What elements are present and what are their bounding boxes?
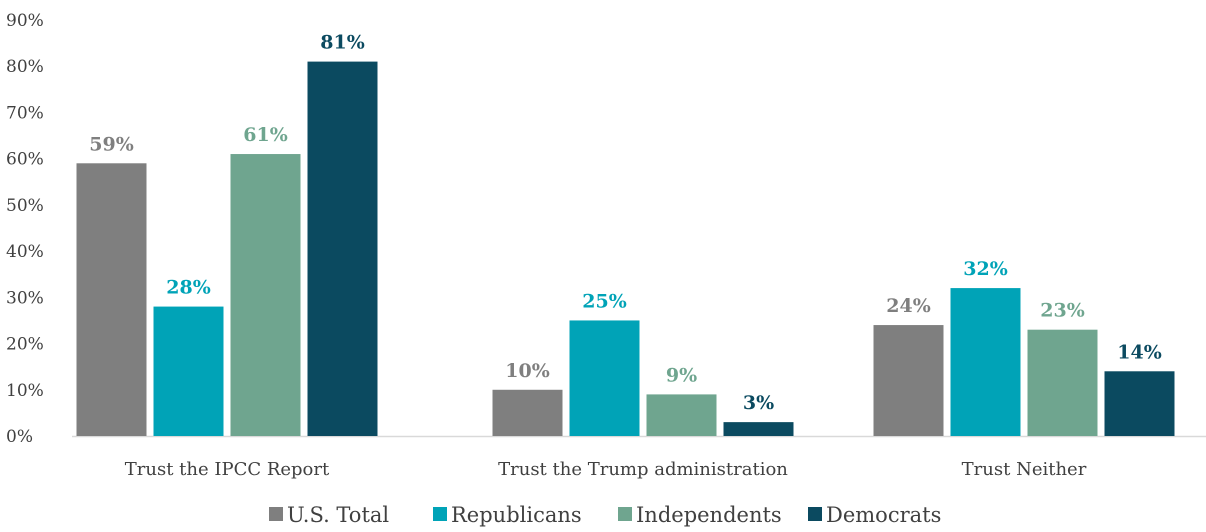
data-label: 25% <box>582 290 627 312</box>
data-label: 9% <box>666 364 697 386</box>
data-label: 28% <box>166 277 211 299</box>
bar <box>646 394 717 436</box>
legend-item: Republicans <box>433 503 582 527</box>
bar <box>873 325 944 436</box>
bar <box>307 61 378 436</box>
y-axis: 0% 10% 20% 30% 40% 50% 60% 70% 80% 90% <box>6 11 44 447</box>
legend-label: Independents <box>636 503 782 527</box>
data-label: 81% <box>320 32 365 54</box>
y-tick-label: 20% <box>6 335 44 355</box>
legend-item: U.S. Total <box>269 503 389 527</box>
legend-item: Democrats <box>808 503 941 527</box>
legend-label: U.S. Total <box>287 503 389 527</box>
y-tick-label: 0% <box>6 427 33 447</box>
y-tick-label: 40% <box>6 242 44 262</box>
data-label: 59% <box>89 133 134 155</box>
data-label: 14% <box>1117 341 1162 363</box>
bar <box>492 389 563 436</box>
data-label: 61% <box>243 124 288 146</box>
legend-label: Republicans <box>451 503 582 527</box>
y-tick-label: 30% <box>6 288 44 308</box>
data-label: 24% <box>886 295 931 317</box>
data-label: 32% <box>963 258 1008 280</box>
category-labels: Trust the IPCC Report Trust the Trump adm… <box>125 459 1087 480</box>
legend-item: Independents <box>618 503 782 527</box>
data-label: 3% <box>743 392 774 414</box>
y-tick-label: 60% <box>6 150 44 170</box>
bar <box>950 288 1021 436</box>
category-label: Trust Neither <box>962 459 1087 480</box>
bars <box>76 61 1175 437</box>
y-tick-label: 90% <box>6 11 44 31</box>
category-label: Trust the Trump administration <box>498 459 788 480</box>
data-label: 10% <box>505 360 550 382</box>
bar <box>723 422 794 436</box>
legend-swatch <box>618 507 632 521</box>
y-tick-label: 80% <box>6 57 44 77</box>
bar <box>1104 371 1175 436</box>
bar <box>230 154 301 437</box>
category-label: Trust the IPCC Report <box>125 459 330 480</box>
legend-swatch <box>433 507 447 521</box>
y-tick-label: 50% <box>6 196 44 216</box>
legend-swatch <box>808 507 822 521</box>
data-labels: 59% 28% 61% 81% 10% 25% 9% 3% 24% 32% 23% 14% <box>89 32 1162 415</box>
bar <box>1027 329 1098 436</box>
bar <box>76 163 147 437</box>
legend: U.S. Total Republicans Independents Democra… <box>269 503 941 527</box>
data-label: 23% <box>1040 300 1085 322</box>
bar <box>569 320 640 436</box>
legend-label: Democrats <box>826 503 941 527</box>
y-tick-label: 70% <box>6 103 44 123</box>
legend-swatch <box>269 507 283 521</box>
bar <box>153 306 224 436</box>
y-tick-label: 10% <box>6 381 44 401</box>
